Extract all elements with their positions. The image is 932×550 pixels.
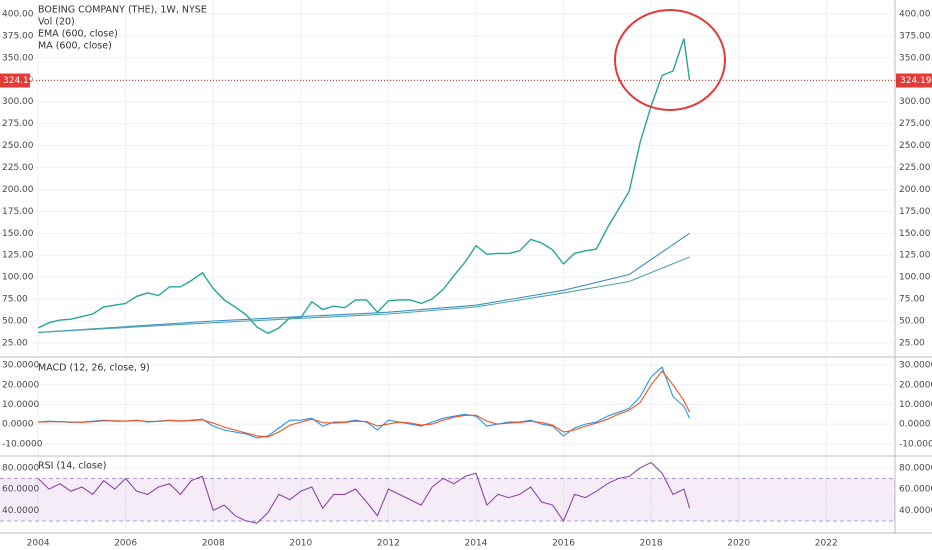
price-tag <box>0 73 30 88</box>
x-tick-label: 2010 <box>289 539 312 549</box>
y-tick-label: 10.0000 <box>899 400 932 410</box>
y-tick-label: 30.0000 <box>899 361 932 371</box>
pane-title: RSI (14, close) <box>38 461 106 472</box>
series-line <box>38 256 690 333</box>
x-tick-label: 2016 <box>552 539 575 549</box>
y-tick-label-left: 100.00 <box>2 273 34 283</box>
pane-title: MACD (12, 26, close, 9) <box>38 363 150 374</box>
y-tick-label: 50.00 <box>899 316 925 326</box>
x-tick-label: 2004 <box>27 539 50 549</box>
y-tick-label: 375.00 <box>899 31 931 41</box>
y-tick-label-left: 0.0000 <box>2 420 34 430</box>
y-tick-label-left: 350.00 <box>2 53 34 63</box>
legend-entry: MA (600, close) <box>38 41 112 52</box>
y-tick-label-left: 20.0000 <box>2 380 39 390</box>
legend-entry: EMA (600, close) <box>38 29 118 40</box>
y-tick-label-left: 225.00 <box>2 163 34 173</box>
y-tick-label-left: 75.00 <box>2 295 28 305</box>
x-tick-label: 2006 <box>114 539 137 549</box>
y-tick-label: 80.0000 <box>899 463 932 473</box>
chart-title: BOEING COMPANY (THE), 1W, NYSE <box>38 5 207 16</box>
y-tick-label-left: 125.00 <box>2 251 34 261</box>
y-tick-label-left: 30.0000 <box>2 361 39 371</box>
series-line <box>37 38 691 335</box>
y-tick-label-left: 200.00 <box>2 185 34 195</box>
y-tick-label: 225.00 <box>899 163 931 173</box>
y-tick-label: 150.00 <box>899 229 931 239</box>
y-tick-label-left: 250.00 <box>2 141 34 151</box>
y-tick-label: 40.0000 <box>899 506 932 516</box>
y-tick-label: 125.00 <box>899 251 931 261</box>
y-tick-label-left: 60.0000 <box>2 485 39 495</box>
x-tick-label: 2008 <box>202 539 225 549</box>
x-tick-label: 2022 <box>815 539 838 549</box>
y-tick-label: 60.0000 <box>899 485 932 495</box>
y-tick-label: 275.00 <box>899 119 931 129</box>
series-line <box>38 370 691 438</box>
y-tick-label: 350.00 <box>899 53 931 63</box>
legend-entry: Vol (20) <box>38 17 75 28</box>
y-tick-label: 175.00 <box>899 207 931 217</box>
series-line <box>38 232 690 333</box>
y-tick-label: 0.0000 <box>899 420 931 430</box>
y-tick-label-left: 80.0000 <box>2 463 39 473</box>
price-tag-label: 324.19 <box>900 76 932 86</box>
y-tick-label-left: 300.00 <box>2 97 34 107</box>
y-tick-label-left: 25.00 <box>2 338 28 348</box>
y-tick-label: 25.00 <box>899 338 925 348</box>
x-tick-label: 2014 <box>465 539 488 549</box>
y-tick-label: 250.00 <box>899 141 931 151</box>
x-tick-label: 2020 <box>727 539 750 549</box>
series-line <box>37 461 691 524</box>
price-tag-label: 324.19 <box>3 76 35 86</box>
price-tag <box>896 73 932 88</box>
rsi-band <box>0 478 895 522</box>
y-tick-label-left: 275.00 <box>2 119 34 129</box>
y-tick-label-left: 50.00 <box>2 316 28 326</box>
y-tick-label-left: 150.00 <box>2 229 34 239</box>
y-tick-label-left: 40.0000 <box>2 506 39 516</box>
x-tick-label: 2018 <box>640 539 663 549</box>
y-tick-label: 300.00 <box>899 97 931 107</box>
y-tick-label: 20.0000 <box>899 380 932 390</box>
y-tick-label-left: 10.0000 <box>2 400 39 410</box>
x-tick-label: 2012 <box>377 539 400 549</box>
highlight-circle <box>614 9 726 111</box>
y-tick-label-left: -10.0000 <box>2 439 43 449</box>
y-tick-label-left: 375.00 <box>2 31 34 41</box>
y-tick-label: 100.00 <box>899 273 931 283</box>
y-tick-label-left: 400.00 <box>2 10 34 20</box>
y-tick-label: -10.0000 <box>899 439 932 449</box>
y-tick-label-left: 175.00 <box>2 207 34 217</box>
y-tick-label: 200.00 <box>899 185 931 195</box>
y-tick-label: 400.00 <box>899 10 931 20</box>
y-tick-label: 75.00 <box>899 295 925 305</box>
